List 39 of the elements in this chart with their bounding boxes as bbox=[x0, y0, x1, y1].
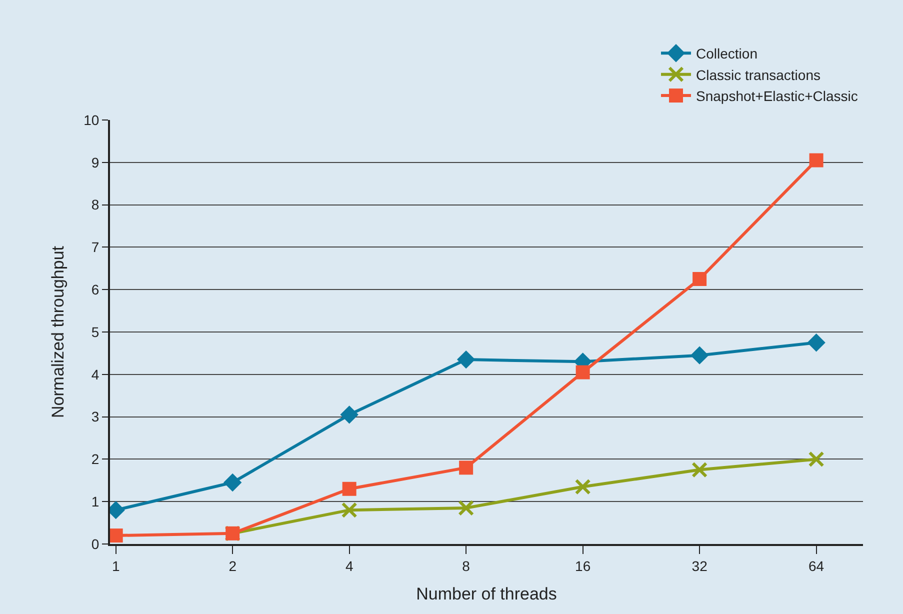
point bbox=[807, 334, 826, 352]
y-axis-title: Normalized throughput bbox=[48, 246, 68, 418]
point bbox=[459, 460, 474, 475]
x-tick-label: 1 bbox=[112, 558, 120, 574]
y-tick-label: 0 bbox=[91, 536, 100, 552]
legend-label: Snapshot+Elastic+Classic bbox=[696, 88, 858, 104]
point bbox=[808, 451, 824, 468]
point bbox=[341, 502, 358, 518]
y-tick-label: 2 bbox=[91, 451, 100, 468]
point bbox=[690, 346, 709, 364]
legend-label: Classic transactions bbox=[696, 66, 820, 83]
point bbox=[692, 462, 708, 478]
y-tick-label: 5 bbox=[91, 324, 100, 340]
point bbox=[342, 482, 356, 496]
point bbox=[809, 153, 824, 168]
y-tick-label: 3 bbox=[91, 408, 100, 425]
point bbox=[458, 500, 474, 516]
y-tick-label: 4 bbox=[91, 366, 100, 382]
point bbox=[692, 272, 707, 286]
y-tick-label: 10 bbox=[84, 112, 100, 128]
point bbox=[110, 528, 123, 543]
x-tick-label: 2 bbox=[228, 558, 237, 574]
y-tick-label: 8 bbox=[91, 196, 100, 213]
x-tick-label: 4 bbox=[345, 558, 354, 574]
point bbox=[456, 350, 476, 369]
point bbox=[576, 365, 590, 380]
legend-label: Collection bbox=[696, 46, 758, 62]
y-tick-label: 7 bbox=[91, 239, 100, 256]
y-tick-label: 6 bbox=[91, 282, 100, 298]
point bbox=[223, 473, 242, 492]
point bbox=[574, 478, 591, 495]
x-tick-label: 16 bbox=[575, 558, 591, 574]
y-tick-label: 1 bbox=[91, 494, 100, 510]
x-tick-label: 32 bbox=[692, 558, 708, 574]
x-tick-label: 64 bbox=[808, 558, 824, 574]
x-axis-title: Number of threads bbox=[416, 584, 557, 604]
x-tick-label: 8 bbox=[462, 558, 470, 574]
y-tick-label: 9 bbox=[91, 154, 100, 170]
point bbox=[340, 406, 358, 424]
